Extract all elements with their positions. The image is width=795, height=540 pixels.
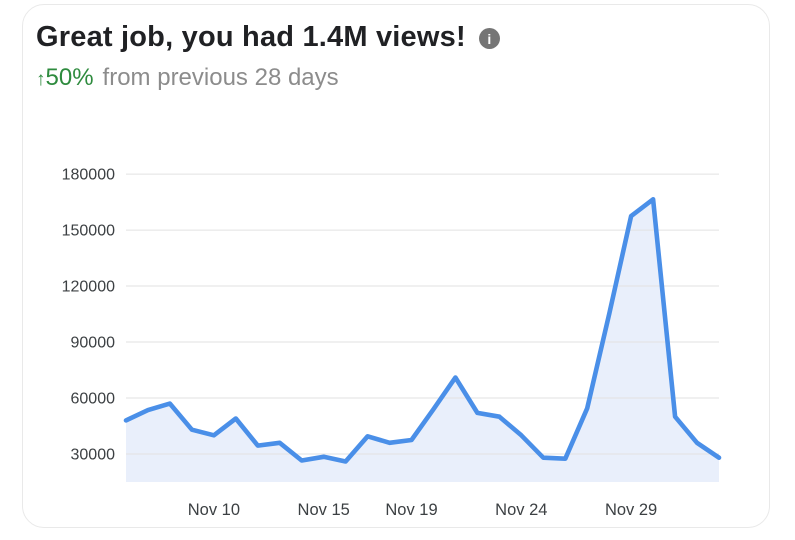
y-axis-tick-label: 30000	[71, 447, 116, 464]
arrow-up-icon: ↑	[36, 69, 46, 90]
views-line[interactable]	[123, 197, 722, 464]
y-axis-tick-label: 60000	[71, 391, 116, 408]
page-title: Great job, you had 1.4M views!	[36, 21, 466, 53]
y-axis-tick-label: 90000	[71, 335, 116, 352]
y-axis-tick-label: 180000	[62, 167, 115, 184]
delta-period-text: from previous 28 days	[102, 64, 339, 91]
views-chart[interactable]: 30000 60000 90000 120000 150000 180000 Nov 10 N…	[23, 5, 770, 528]
views-area-fill	[126, 199, 719, 483]
views-summary-card: 30000 60000 90000 120000 150000 180000 Nov 10 N…	[22, 4, 770, 528]
x-axis-tick-label: Nov 10	[188, 501, 240, 519]
y-axis-tick-label: 150000	[62, 223, 115, 240]
x-axis-tick-label: Nov 15	[298, 501, 350, 519]
x-axis-tick-label: Nov 24	[495, 501, 547, 519]
x-axis-tick-label: Nov 19	[385, 501, 437, 519]
delta-percent: 50%	[45, 64, 94, 91]
info-icon[interactable]: i	[478, 28, 500, 49]
card-header: Great job, you had 1.4M views! i ↑ 50% fr…	[36, 21, 500, 92]
delta-subtitle: ↑ 50% from previous 28 days	[36, 64, 500, 92]
x-axis-tick-label: Nov 29	[605, 501, 657, 519]
y-axis-tick-label: 120000	[62, 279, 115, 296]
